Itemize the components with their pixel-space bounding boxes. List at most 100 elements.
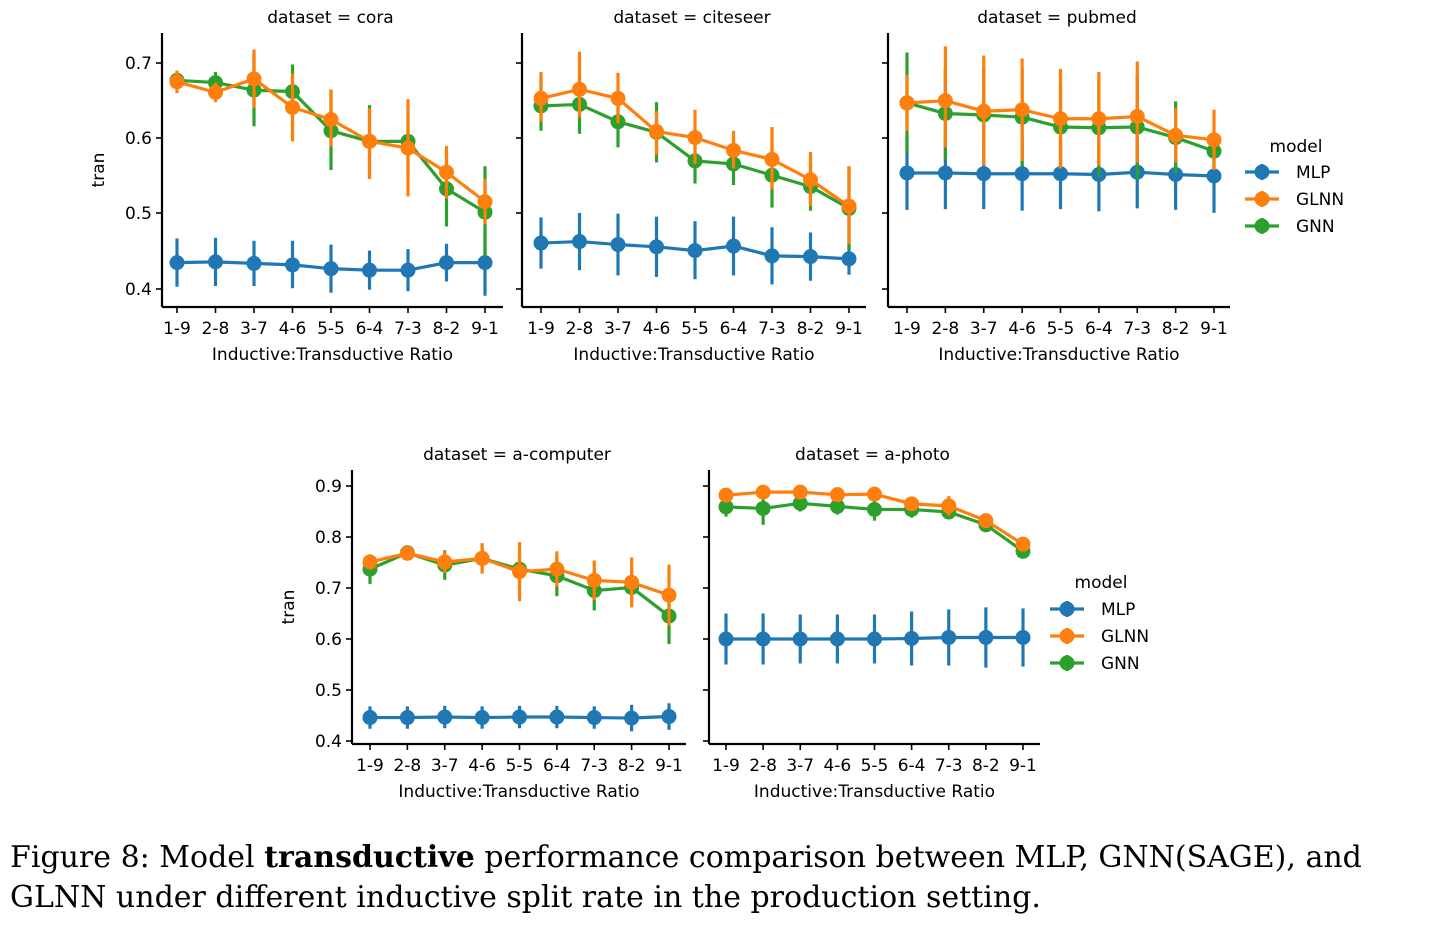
data-point	[904, 630, 920, 646]
x-tick-label: 9-1	[1200, 319, 1228, 339]
data-point	[1206, 132, 1222, 148]
data-point	[649, 239, 664, 255]
data-point	[937, 93, 953, 109]
x-tick-label: 3-7	[431, 756, 459, 776]
x-tick-label: 7-3	[1123, 319, 1151, 339]
series-glnn	[362, 542, 677, 626]
data-point	[976, 166, 992, 182]
data-point	[1053, 111, 1068, 127]
series-glnn	[169, 49, 493, 225]
x-tick-label: 6-4	[1085, 319, 1113, 339]
data-point	[437, 709, 453, 725]
data-point	[803, 172, 818, 188]
data-point	[362, 262, 377, 278]
y-tick-label: 0.8	[315, 528, 342, 548]
subplot-a-photo: 1-9 2-8 3-7 4-6 5-5 6-4 7-3 8-2 9-1 dataset = a-p…	[703, 445, 1040, 802]
data-point	[285, 99, 300, 115]
series-glnn	[533, 51, 857, 244]
data-point	[867, 631, 882, 647]
x-tick-label: 7-3	[580, 756, 608, 776]
data-point	[208, 84, 223, 100]
x-tick-label: 8-2	[1162, 319, 1190, 339]
legend-2: model MLP GLNN GNN	[1050, 573, 1149, 674]
x-axis-label: Inductive:Transductive Ratio	[212, 345, 453, 365]
y-tick-label: 0.6	[125, 129, 152, 149]
x-axis-label: Inductive:Transductive Ratio	[938, 345, 1179, 365]
data-point	[829, 487, 845, 503]
data-point	[661, 587, 677, 603]
x-tick-label: 8-2	[433, 319, 461, 339]
y-axis-label: tran	[279, 590, 299, 625]
data-point	[1129, 108, 1145, 124]
x-tick-label: 8-2	[797, 319, 825, 339]
data-point	[718, 487, 734, 503]
data-point	[1015, 536, 1031, 552]
data-point	[978, 629, 994, 645]
data-point	[661, 709, 677, 725]
x-tick-label: 3-7	[786, 756, 814, 776]
data-point	[323, 112, 339, 127]
data-point	[323, 261, 339, 277]
legend-label: MLP	[1101, 600, 1135, 620]
subplot-title: dataset = pubmed	[977, 8, 1137, 28]
x-tick-label: 2-8	[566, 319, 594, 339]
data-point	[803, 249, 818, 265]
x-axis-label: Inductive:Transductive Ratio	[573, 345, 814, 365]
x-tick-label: 7-3	[758, 319, 786, 339]
series-mlp	[718, 607, 1031, 668]
data-point	[764, 151, 780, 167]
x-tick-label: 6-4	[898, 756, 926, 776]
data-point	[978, 513, 994, 529]
x-tick-label: 4-6	[823, 756, 851, 776]
x-tick-label: 2-8	[202, 319, 230, 339]
data-point	[399, 545, 415, 561]
x-tick-label: 8-2	[972, 756, 1000, 776]
y-tick-label: 0.7	[125, 54, 152, 74]
data-point	[549, 709, 565, 725]
y-tick-label: 0.5	[125, 204, 152, 224]
x-tick-label: 6-4	[356, 319, 384, 339]
data-point	[169, 74, 185, 90]
data-point	[512, 564, 527, 580]
data-point	[586, 572, 602, 588]
data-point	[533, 235, 549, 251]
x-tick-label: 1-9	[893, 319, 921, 339]
x-tick-label: 2-8	[749, 756, 777, 776]
y-tick-label: 0.4	[125, 280, 152, 300]
x-tick-label: 9-1	[1009, 756, 1037, 776]
data-point	[512, 709, 527, 725]
data-point	[477, 194, 493, 210]
data-point	[687, 130, 703, 146]
data-point	[867, 501, 882, 517]
data-point	[474, 550, 490, 566]
data-point	[246, 255, 262, 271]
y-axis-label: tran	[89, 153, 109, 188]
legend-entry-glnn: GLNN	[1050, 627, 1149, 647]
x-tick-label: 1-9	[163, 319, 191, 339]
legend-marker	[1059, 601, 1075, 617]
x-tick-label: 4-6	[1008, 319, 1036, 339]
data-point	[792, 631, 808, 647]
data-point	[624, 574, 640, 590]
data-point	[208, 254, 223, 270]
figure-caption: Figure 8: Model transductive performance…	[10, 838, 1440, 918]
x-tick-label: 9-1	[655, 756, 683, 776]
x-tick-label: 5-5	[506, 756, 534, 776]
data-point	[400, 262, 416, 278]
data-point	[285, 257, 300, 273]
data-point	[362, 710, 378, 726]
data-point	[624, 710, 640, 726]
data-point	[718, 631, 734, 647]
data-point	[572, 81, 587, 97]
data-point	[549, 561, 565, 577]
data-point	[1091, 111, 1107, 127]
data-point	[718, 499, 734, 515]
data-point	[755, 631, 771, 647]
subplot-title: dataset = a-computer	[423, 445, 611, 465]
x-tick-label: 2-8	[931, 319, 959, 339]
data-point	[792, 495, 808, 511]
data-point	[362, 554, 378, 570]
data-point	[867, 486, 882, 502]
data-point	[1014, 102, 1030, 118]
legend-entry-mlp: MLP	[1050, 600, 1135, 620]
